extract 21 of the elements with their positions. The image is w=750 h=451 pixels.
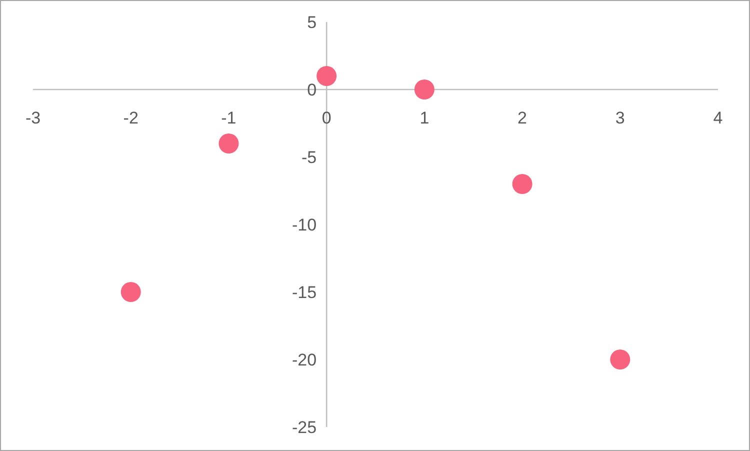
point: [414, 80, 434, 100]
x-tick-label: 2: [518, 108, 528, 128]
y-tick-label: -15: [292, 283, 317, 302]
x-tick-label: 0: [322, 108, 332, 128]
point: [218, 134, 239, 154]
point: [610, 350, 630, 370]
x-tick-label: -3: [25, 108, 41, 128]
y-tick-label: -20: [292, 350, 317, 370]
point: [316, 66, 337, 86]
x-tick-label: 4: [713, 108, 723, 128]
x-tick-label: 1: [420, 108, 430, 128]
x-tick-label: -2: [123, 108, 138, 128]
y-tick-label: -10: [292, 216, 317, 234]
x-tick-label: -1: [221, 108, 236, 128]
y-tick-label: 5: [307, 13, 317, 32]
point: [512, 174, 532, 194]
y-tick-label: 0: [307, 80, 317, 100]
x-tick-label: 3: [615, 108, 625, 128]
y-tick-label: -25: [292, 418, 317, 437]
y-tick-label: -5: [301, 148, 317, 167]
point: [120, 282, 141, 302]
